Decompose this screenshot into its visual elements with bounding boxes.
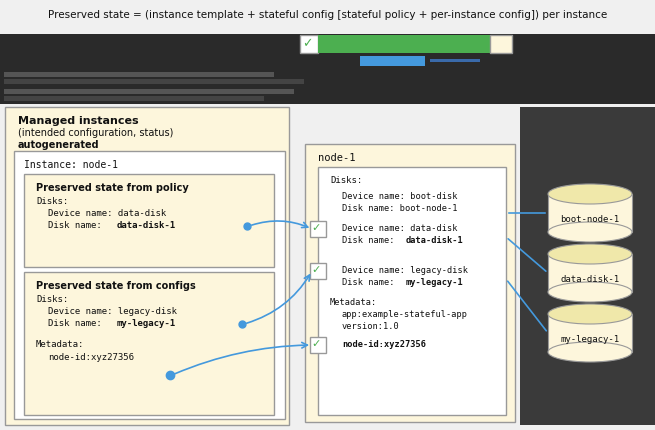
- Bar: [0, 87, 655, 105]
- Text: Device name: data-disk: Device name: data-disk: [342, 224, 457, 233]
- Bar: [548, 314, 632, 352]
- Bar: [318, 168, 506, 415]
- Text: Disk name:: Disk name:: [48, 318, 107, 327]
- Ellipse shape: [548, 222, 632, 243]
- Text: ✓: ✓: [311, 264, 320, 274]
- Text: Preserved state from policy: Preserved state from policy: [36, 183, 189, 193]
- Ellipse shape: [548, 283, 632, 302]
- Bar: [14, 152, 285, 419]
- Bar: [520, 108, 655, 425]
- Text: Disks:: Disks:: [36, 294, 68, 303]
- Ellipse shape: [548, 184, 632, 205]
- Bar: [24, 175, 274, 267]
- Text: Device name: legacy-disk: Device name: legacy-disk: [342, 265, 468, 274]
- Text: app:example-stateful-app: app:example-stateful-app: [342, 309, 468, 318]
- Text: my-legacy-1: my-legacy-1: [117, 318, 176, 327]
- Text: my-legacy-1: my-legacy-1: [406, 277, 464, 286]
- Text: Preserved state = (instance template + stateful config [stateful policy + per-in: Preserved state = (instance template + s…: [48, 10, 607, 20]
- Text: Preserved state from configs: Preserved state from configs: [36, 280, 196, 290]
- Bar: [360, 57, 425, 67]
- Text: (intended configuration, status): (intended configuration, status): [18, 128, 174, 138]
- Bar: [0, 35, 655, 55]
- Bar: [300, 36, 318, 54]
- Text: Instance: node-1: Instance: node-1: [24, 160, 118, 169]
- Bar: [548, 194, 632, 233]
- Text: node-id:xyz27356: node-id:xyz27356: [342, 339, 426, 348]
- Bar: [310, 221, 326, 237]
- Bar: [5, 108, 289, 425]
- Text: node-1: node-1: [318, 153, 356, 163]
- Text: autogenerated: autogenerated: [18, 140, 100, 150]
- Text: ✓: ✓: [302, 37, 312, 50]
- Ellipse shape: [548, 244, 632, 264]
- Text: Disk name:: Disk name:: [342, 236, 400, 244]
- Text: Disks:: Disks:: [36, 197, 68, 206]
- Text: node-id:xyz27356: node-id:xyz27356: [48, 352, 134, 361]
- Bar: [4, 97, 264, 102]
- Bar: [490, 36, 512, 54]
- Text: Metadata:: Metadata:: [36, 339, 84, 348]
- Text: ✓: ✓: [311, 222, 320, 233]
- Text: data-disk-1: data-disk-1: [406, 236, 464, 244]
- Text: my-legacy-1: my-legacy-1: [561, 334, 620, 343]
- Text: Disk name:: Disk name:: [48, 221, 107, 230]
- Ellipse shape: [548, 304, 632, 324]
- Ellipse shape: [548, 342, 632, 362]
- Bar: [4, 90, 294, 95]
- Text: data-disk-1: data-disk-1: [561, 274, 620, 283]
- Bar: [548, 255, 632, 292]
- Bar: [0, 55, 655, 70]
- Bar: [318, 36, 490, 54]
- Text: Disk name: boot-node-1: Disk name: boot-node-1: [342, 203, 457, 212]
- Bar: [430, 60, 480, 63]
- Text: boot-node-1: boot-node-1: [561, 214, 620, 223]
- Text: Disks:: Disks:: [330, 175, 362, 184]
- Text: version:1.0: version:1.0: [342, 321, 400, 330]
- Bar: [310, 264, 326, 280]
- Text: Managed instances: Managed instances: [18, 116, 139, 126]
- Text: ✓: ✓: [311, 338, 320, 348]
- Bar: [4, 80, 304, 85]
- Text: Metadata:: Metadata:: [330, 297, 377, 306]
- Bar: [305, 144, 515, 422]
- Text: Device name: data-disk: Device name: data-disk: [48, 209, 166, 218]
- Bar: [0, 70, 655, 87]
- Bar: [4, 73, 274, 78]
- Bar: [310, 337, 326, 353]
- Text: Disk name:: Disk name:: [342, 277, 400, 286]
- Text: data-disk-1: data-disk-1: [117, 221, 176, 230]
- Text: Device name: legacy-disk: Device name: legacy-disk: [48, 306, 177, 315]
- Text: Device name: boot-disk: Device name: boot-disk: [342, 191, 457, 200]
- Bar: [24, 272, 274, 415]
